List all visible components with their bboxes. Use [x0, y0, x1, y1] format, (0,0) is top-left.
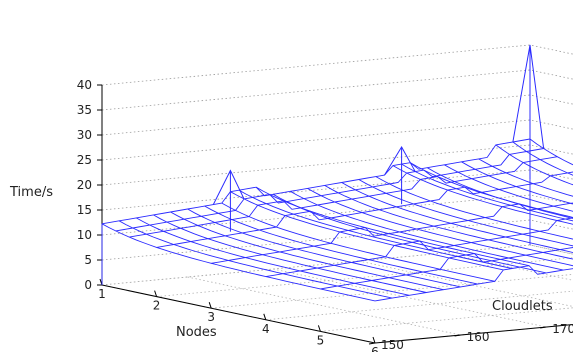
surface-row-line — [221, 202, 495, 282]
surface-spike — [384, 146, 416, 176]
x-axis-line — [101, 284, 376, 344]
z-tick-label: 25 — [77, 153, 92, 167]
surface-row-line — [238, 189, 513, 269]
surface-row-line — [307, 188, 573, 267]
surface-row-line — [230, 191, 504, 271]
surface-row-line — [495, 144, 573, 186]
x-tick-mark — [317, 325, 321, 332]
x-tick-mark — [208, 302, 212, 309]
z-tick-label: 10 — [77, 228, 92, 242]
z-gridline — [101, 144, 573, 186]
x-tick-label: 4 — [262, 322, 270, 336]
y-tick-mark — [540, 326, 547, 329]
surface-column-line — [320, 247, 573, 290]
x-tick-label: 5 — [317, 333, 325, 347]
surface-row-line — [512, 141, 573, 176]
x-tick-mark — [154, 290, 158, 297]
x-tick-label: 6 — [371, 345, 379, 352]
z-tick-label: 30 — [77, 128, 92, 142]
z-tick-label: 35 — [77, 103, 92, 117]
x-tick-mark — [372, 336, 376, 344]
surface-row-line — [187, 208, 461, 288]
x-tick-label: 2 — [153, 299, 161, 313]
surface-row-line — [444, 164, 573, 212]
surface-row-line — [375, 176, 573, 240]
y-tick-label: 160 — [467, 330, 490, 344]
y-floor-gridline — [273, 268, 547, 328]
y-floor-gridline — [187, 276, 461, 336]
z-tick-label: 5 — [84, 253, 92, 267]
surface-row-line — [118, 220, 393, 299]
y-tick-label: 150 — [381, 338, 404, 352]
surface-column-line — [101, 138, 531, 225]
surface-column-line — [374, 265, 573, 302]
surface-row-line — [324, 185, 573, 260]
surface-row-line — [272, 193, 547, 274]
surface-row-line — [290, 190, 564, 271]
z-gridline — [101, 94, 573, 136]
surface-row-line — [427, 167, 573, 219]
surface-row-line — [204, 205, 478, 285]
y-tick-mark — [454, 334, 461, 337]
surface-row-line — [392, 165, 573, 225]
surface-row-line — [401, 163, 573, 222]
y-axis-title: Cloudlets — [492, 299, 553, 314]
z-gridline — [101, 244, 573, 286]
surface-row-line — [170, 211, 444, 291]
x-tick-mark — [263, 313, 267, 320]
x-floor-gridline — [101, 244, 531, 286]
surface-row-line — [101, 223, 376, 302]
surface-row-line — [135, 217, 410, 296]
surface-row-line — [478, 158, 573, 197]
y-tick-mark — [368, 342, 376, 345]
x-tick-label: 1 — [98, 287, 106, 301]
surface-row-line — [153, 214, 427, 293]
surface-row-line — [461, 161, 573, 205]
z-gridline — [101, 119, 573, 161]
surface-spike — [512, 44, 545, 149]
surface-column-line — [265, 217, 573, 278]
surface-row-line — [409, 162, 573, 218]
y-axis-line — [374, 323, 573, 344]
y-tick-label: 170 — [552, 322, 573, 336]
z-tick-label: 40 — [77, 78, 92, 92]
surface-column-line — [156, 171, 573, 248]
z-gridline — [101, 44, 573, 86]
x-floor-gridline — [156, 257, 573, 297]
surface-column-line — [115, 148, 544, 232]
z-tick-label: 0 — [84, 278, 92, 292]
z-axis-title: Time/s — [9, 185, 53, 200]
tick-labels: 0510152025303540123456150160170180190200 — [77, 78, 573, 352]
z-tick-label: 20 — [77, 178, 92, 192]
surface-column-line — [129, 156, 558, 238]
x-tick-label: 3 — [207, 310, 215, 324]
x-axis-title: Nodes — [176, 325, 217, 340]
surface-column-line — [211, 202, 573, 264]
surface-mesh — [101, 44, 573, 302]
z-gridline — [101, 69, 573, 111]
surface-row-line — [341, 182, 573, 253]
surface-row-line — [358, 179, 573, 247]
z-tick-label: 15 — [77, 203, 92, 217]
